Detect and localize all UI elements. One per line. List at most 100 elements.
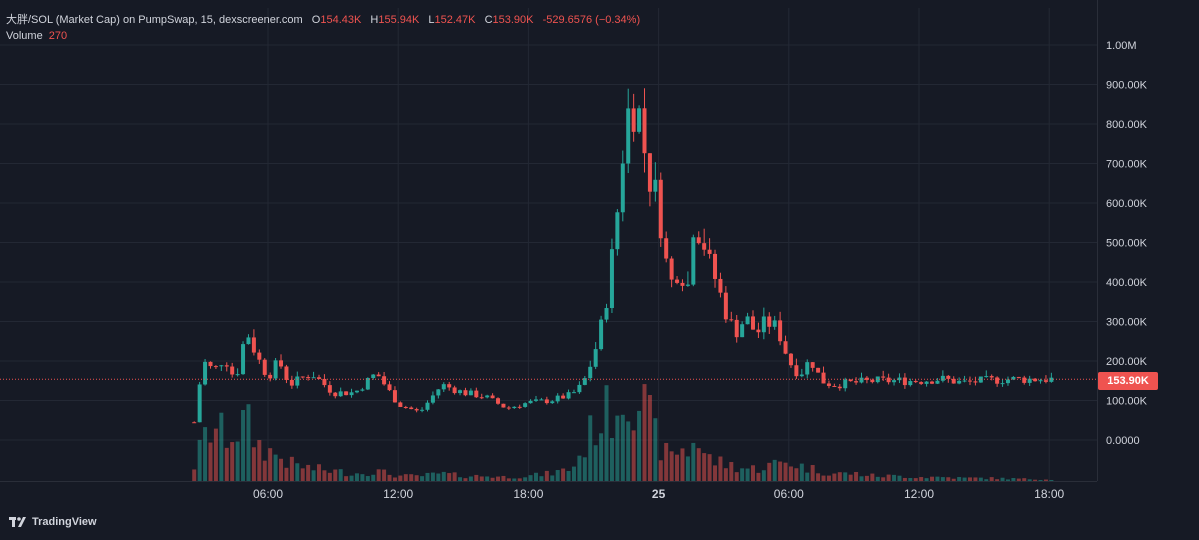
candle-body	[881, 376, 886, 378]
candle-body	[566, 392, 571, 399]
volume-bar	[512, 478, 517, 481]
volume-bar	[761, 470, 766, 481]
volume-bar	[360, 474, 365, 481]
volume-bar	[772, 459, 777, 481]
volume-bar	[984, 479, 989, 481]
volume-bar	[273, 454, 278, 481]
candle-body	[523, 403, 528, 407]
candle-body	[854, 381, 859, 383]
volume-bar	[474, 474, 479, 481]
candle-body	[371, 374, 376, 378]
volume-bar	[387, 474, 392, 481]
volume-bar	[854, 471, 859, 481]
volume-bar	[951, 478, 956, 481]
volume-bar	[930, 476, 935, 481]
candle-body	[311, 377, 316, 379]
y-tick-label: 300.00K	[1106, 317, 1148, 329]
volume-bar	[707, 454, 712, 481]
candle-body	[930, 381, 935, 384]
candle-body	[360, 389, 365, 391]
volume-bar	[203, 427, 208, 481]
volume-bar	[398, 475, 403, 481]
candle-body	[848, 379, 853, 382]
volume-bar	[658, 460, 663, 481]
volume-bar	[973, 477, 978, 481]
volume-bar	[669, 451, 674, 481]
candle-body	[658, 179, 663, 239]
candle-body	[685, 284, 690, 286]
candle-body	[496, 398, 501, 404]
volume-bar	[750, 465, 755, 481]
volume-bar	[235, 441, 240, 481]
volume-bar	[886, 474, 891, 481]
tradingview-logo[interactable]: TradingView	[9, 516, 97, 528]
candle-body	[653, 179, 658, 192]
volume-bar	[843, 472, 848, 481]
volume-bar	[875, 476, 880, 481]
candle-body	[208, 361, 213, 367]
candle-body	[213, 366, 218, 368]
candle-body	[441, 384, 446, 390]
candle-body	[1049, 377, 1054, 382]
candle-body	[230, 366, 235, 375]
candle-body	[707, 249, 712, 254]
candle-body	[951, 378, 956, 384]
candle-body	[919, 382, 924, 384]
y-tick-label: 600.00K	[1106, 198, 1148, 210]
candle-body	[382, 376, 387, 385]
volume-bar	[713, 465, 718, 481]
candle-body	[799, 374, 804, 377]
candle-body	[354, 390, 359, 393]
volume-bar	[452, 472, 457, 481]
candle-body	[1022, 377, 1027, 383]
volume-bar	[1022, 478, 1027, 481]
volume-bar	[810, 465, 815, 481]
volume-bar	[468, 476, 473, 481]
candle-body	[821, 372, 826, 384]
volume-label: Volume	[6, 30, 43, 42]
volume-bar	[344, 476, 349, 481]
candle-body	[284, 366, 289, 380]
volume-bar	[289, 456, 294, 481]
close-key: C	[484, 14, 493, 26]
volume-bar	[1038, 480, 1043, 481]
candle-body	[756, 329, 761, 333]
candle-body	[376, 374, 381, 377]
volume-bar	[647, 395, 652, 481]
candle-body	[463, 390, 468, 396]
candle-body	[273, 360, 278, 379]
volume-bar	[604, 385, 609, 481]
candle-body	[902, 377, 907, 386]
candle-body	[235, 374, 240, 376]
volume-bar	[246, 404, 251, 481]
candle-body	[295, 376, 300, 386]
candle-body	[447, 384, 452, 388]
volume-bar	[913, 478, 918, 481]
y-tick-label: 800.00K	[1106, 119, 1148, 131]
volume-bar	[967, 477, 972, 481]
volume-bar	[490, 477, 495, 481]
candle-body	[344, 391, 349, 396]
candle-body	[306, 377, 311, 379]
candle-body	[550, 401, 555, 404]
volume-bar	[848, 474, 853, 481]
candle-body	[637, 108, 642, 132]
candle-body	[924, 381, 929, 384]
ohlc-legend: 大胖/SOL (Market Cap) on PumpSwap, 15, dex…	[6, 13, 640, 28]
volume-value: 270	[48, 30, 68, 42]
volume-bar	[756, 472, 761, 481]
candle-body	[599, 319, 604, 350]
volume-bar	[376, 469, 381, 481]
candle-body	[203, 361, 208, 385]
volume-bar	[1049, 479, 1054, 481]
volume-bar	[859, 476, 864, 481]
candle-body	[875, 376, 880, 383]
volume-bar	[897, 475, 902, 481]
candle-body	[561, 395, 566, 399]
volume-bar	[463, 478, 468, 481]
candle-body	[908, 381, 913, 386]
volume-bar	[425, 472, 430, 481]
volume-bar	[794, 468, 799, 481]
candle-body	[609, 249, 614, 309]
